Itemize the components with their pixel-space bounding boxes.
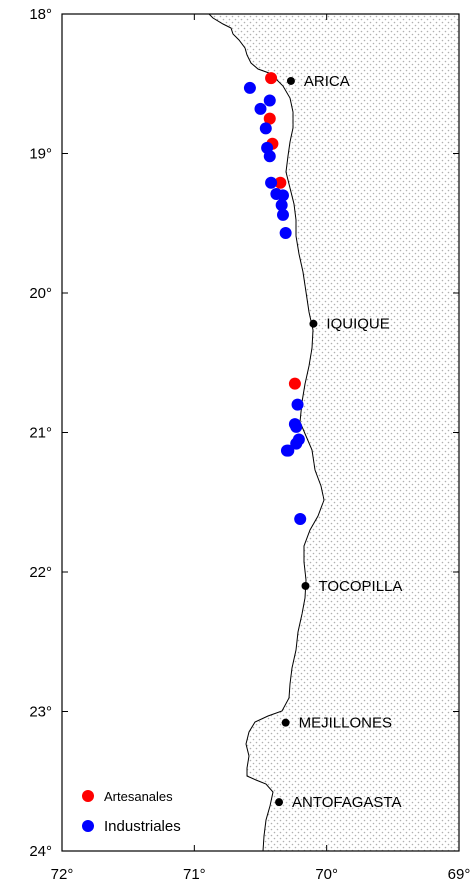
legend-label-artesanales: Artesanales: [104, 789, 173, 804]
industriales-point: [263, 94, 276, 107]
industriales-point: [254, 102, 267, 115]
lat-tick-label: 22°: [29, 564, 52, 581]
industriales-point: [275, 199, 288, 212]
industriales-point: [265, 176, 278, 189]
lon-tick-label: 72°: [51, 866, 74, 883]
city-marker: [286, 76, 295, 85]
lon-tick-label: 69°: [448, 866, 471, 883]
legend-swatch-industriales: [82, 820, 94, 832]
industriales-point: [290, 437, 303, 450]
lat-tick-label: 23°: [29, 704, 52, 721]
legend: Artesanales Industriales: [82, 789, 181, 835]
city-marker: [301, 581, 310, 590]
industriales-point: [291, 398, 304, 411]
legend-swatch-artesanales: [82, 790, 94, 802]
industriales-point: [280, 444, 293, 457]
city-marker: [281, 718, 290, 727]
industriales-point: [290, 420, 303, 433]
land-area: [208, 14, 459, 851]
artesanales-point: [265, 72, 278, 85]
industriales-point: [243, 81, 256, 94]
lat-tick-label: 24°: [29, 843, 52, 860]
axis-ticks: [61, 13, 460, 852]
industriales-point: [263, 150, 276, 163]
lat-tick-label: 20°: [29, 285, 52, 302]
artesanales-point: [274, 176, 287, 189]
industriales-point: [259, 122, 272, 135]
industriales-point: [276, 189, 289, 202]
artesanales-point: [263, 112, 276, 125]
city-markers: ARICA IQUIQUE TOCOPILLA MEJILLONES ANTOFAGAS…: [275, 73, 402, 811]
legend-label-industriales: Industriales: [104, 818, 181, 835]
lat-tick-label: 19°: [29, 146, 52, 163]
city-label-iquique: IQUIQUE: [326, 316, 389, 333]
city-label-antofagasta: ANTOFAGASTA: [292, 794, 401, 811]
industriales-point: [294, 512, 307, 525]
lon-tick-label: 71°: [183, 866, 206, 883]
city-label-mejillones: MEJILLONES: [299, 715, 392, 732]
lat-tick-label: 18°: [29, 6, 52, 23]
sampling-points: [243, 72, 307, 525]
lon-tick-label: 70°: [315, 866, 338, 883]
city-marker: [275, 798, 284, 807]
artesanales-point: [288, 377, 301, 390]
industriales-point: [276, 208, 289, 221]
lat-tick-label: 21°: [29, 425, 52, 442]
latitude-tick-labels: 18° 19° 20° 21° 22° 23° 24°: [29, 6, 52, 860]
city-label-arica: ARICA: [304, 73, 350, 90]
longitude-tick-labels: 72° 71° 70° 69°: [51, 866, 471, 883]
city-marker: [309, 319, 318, 328]
industriales-point: [279, 227, 292, 240]
city-label-tocopilla: TOCOPILLA: [318, 578, 402, 595]
